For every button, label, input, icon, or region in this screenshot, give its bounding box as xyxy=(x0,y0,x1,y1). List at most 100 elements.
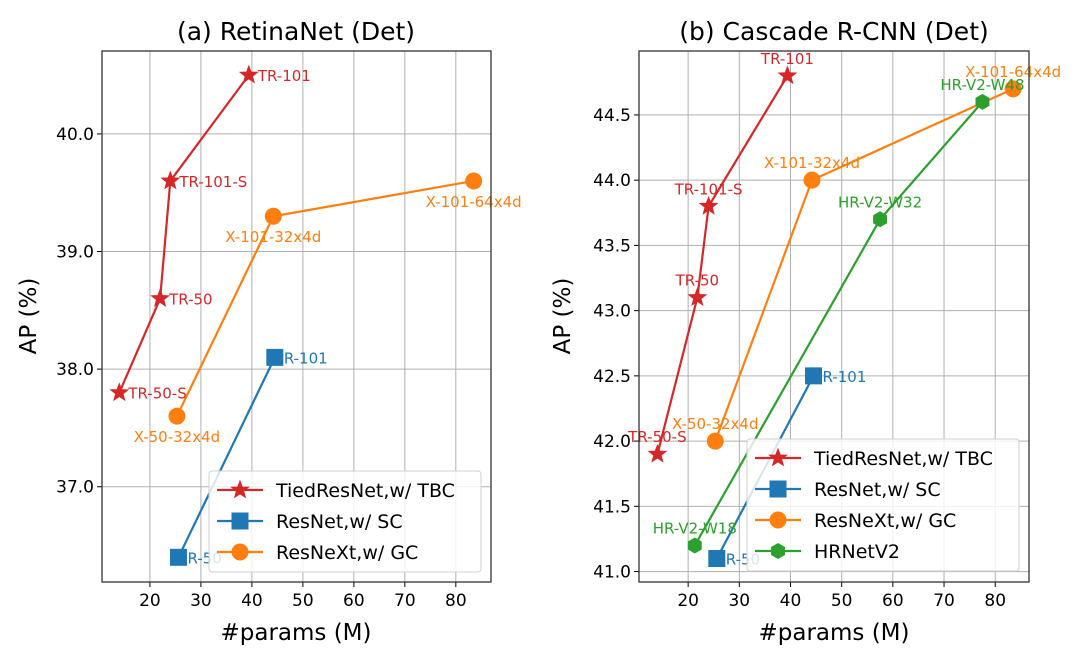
chart-title: (b) Cascade R-CNN (Det) xyxy=(679,17,989,46)
legend-item: ResNeXt,w/ GC xyxy=(755,510,956,532)
data-point xyxy=(975,93,990,110)
data-point xyxy=(150,288,171,308)
legend-item: ResNet,w/ SC xyxy=(217,511,403,533)
legend-label: ResNeXt,w/ GC xyxy=(276,542,418,564)
data-point xyxy=(169,548,187,566)
data-label: HR-V2-W32 xyxy=(838,193,922,211)
data-point xyxy=(647,443,668,463)
legend-label: ResNeXt,w/ GC xyxy=(814,510,956,532)
data-point xyxy=(264,207,282,225)
data-point xyxy=(803,171,821,189)
series-resnext: X-50-32x4d X-101-32x4d X-101-64x4d xyxy=(672,63,1061,450)
data-label: X-50-32x4d xyxy=(134,428,220,446)
x-tick-label: 50 xyxy=(831,591,853,611)
x-axis-label: #params (M) xyxy=(758,620,909,646)
y-tick-label: 40.0 xyxy=(56,125,94,145)
x-tick-label: 20 xyxy=(139,591,161,611)
y-tick-label: 39.0 xyxy=(56,243,94,263)
x-tick-label: 20 xyxy=(677,591,699,611)
data-label: X-101-32x4d xyxy=(764,154,860,172)
legend-box xyxy=(746,438,1020,572)
data-label: R-101 xyxy=(823,368,867,386)
legend-box xyxy=(208,470,482,573)
panel-cascade-rcnn: (b) Cascade R-CNN (Det) #params (M) AP (… xyxy=(550,17,1061,646)
y-tick-label: 41.0 xyxy=(593,563,631,583)
y-tick-label: 42.5 xyxy=(593,367,631,387)
data-label: TR-101-S xyxy=(674,180,743,198)
data-label: TR-101 xyxy=(257,67,311,85)
data-label: R-101 xyxy=(284,349,328,367)
data-label: HR-V2-W48 xyxy=(940,76,1024,94)
data-label: HR-V2-W18 xyxy=(653,519,737,537)
x-tick-label: 30 xyxy=(728,591,750,611)
x-tick-label: 60 xyxy=(882,591,904,611)
series-line xyxy=(656,75,789,455)
data-label: TR-50-S xyxy=(127,385,186,403)
x-tick-label: 80 xyxy=(445,591,467,611)
legend-item: TiedResNet,w/ TBC xyxy=(217,479,455,502)
data-label: TR-101-S xyxy=(178,173,247,191)
data-point xyxy=(706,432,724,450)
x-axis-label: #params (M) xyxy=(220,620,371,646)
data-label: X-101-64x4d xyxy=(426,193,522,211)
data-point xyxy=(687,287,708,307)
data-point xyxy=(168,407,186,425)
y-tick-label: 43.0 xyxy=(593,302,631,322)
x-tick-label: 30 xyxy=(190,591,212,611)
data-point xyxy=(777,65,798,85)
legend-item: ResNet,w/ SC xyxy=(755,479,941,501)
series-line xyxy=(714,87,1014,442)
series-hrnet: HR-V2-W18 HR-V2-W32 HR-V2-W48 xyxy=(653,76,1025,554)
series-line xyxy=(118,74,250,394)
x-tick-label: 40 xyxy=(780,591,802,611)
legend-label: TiedResNet,w/ TBC xyxy=(275,480,455,502)
series-tied: TR-50-S TR-50 TR-101-S TR-101 xyxy=(627,50,814,463)
legend-marker xyxy=(231,512,249,530)
series-line xyxy=(175,179,474,417)
y-axis-label: AP (%) xyxy=(16,278,42,355)
legend-item: TiedResNet,w/ TBC xyxy=(755,447,993,470)
y-axis-label: AP (%) xyxy=(550,278,576,355)
series-tied: TR-50-S TR-50 TR-101-S TR-101 xyxy=(109,64,311,403)
data-label: X-101-64x4d xyxy=(965,63,1061,81)
legend-label: ResNet,w/ SC xyxy=(276,511,403,533)
legend-marker xyxy=(231,543,249,561)
x-tick-label: 60 xyxy=(343,591,365,611)
data-point xyxy=(465,172,483,190)
y-tick-label: 37.0 xyxy=(56,478,94,498)
series-resnext: X-50-32x4d X-101-32x4d X-101-64x4d xyxy=(134,172,522,446)
y-tick-label: 41.5 xyxy=(593,497,631,517)
x-tick-label: 70 xyxy=(933,591,955,611)
data-label: X-50-32x4d xyxy=(672,415,758,433)
y-tick-label: 42.0 xyxy=(593,432,631,452)
data-point xyxy=(805,367,823,385)
data-label: TR-50 xyxy=(168,291,212,309)
data-point xyxy=(708,550,726,568)
legend-marker xyxy=(769,480,787,498)
legend-marker xyxy=(771,543,785,559)
legend: TiedResNet,w/ TBC ResNet,w/ SC ResNeXt,w/ … xyxy=(208,470,482,573)
legend-marker xyxy=(768,447,788,467)
x-tick-label: 80 xyxy=(984,591,1006,611)
y-tick-label: 43.5 xyxy=(593,236,631,256)
chart-title: (a) RetinaNet (Det) xyxy=(177,17,415,46)
data-point xyxy=(698,195,719,215)
legend-item: ResNeXt,w/ GC xyxy=(217,542,418,564)
x-tick-label: 70 xyxy=(394,591,416,611)
data-point xyxy=(238,64,259,84)
legend: TiedResNet,w/ TBC ResNet,w/ SC ResNeXt,w/ … xyxy=(746,438,1020,572)
plot-frame xyxy=(101,50,492,583)
legend-label: HRNetV2 xyxy=(814,541,900,563)
legend-item: HRNetV2 xyxy=(755,541,900,563)
data-point xyxy=(873,211,887,228)
x-tick-label: 50 xyxy=(292,591,314,611)
series-line xyxy=(177,356,276,558)
legend-marker xyxy=(230,479,250,499)
data-label: TR-50 xyxy=(675,272,719,290)
data-point xyxy=(1004,80,1022,98)
data-label: X-101-32x4d xyxy=(225,228,321,246)
legend-label: TiedResNet,w/ TBC xyxy=(813,448,993,470)
data-point xyxy=(160,170,181,190)
data-point xyxy=(266,348,284,366)
